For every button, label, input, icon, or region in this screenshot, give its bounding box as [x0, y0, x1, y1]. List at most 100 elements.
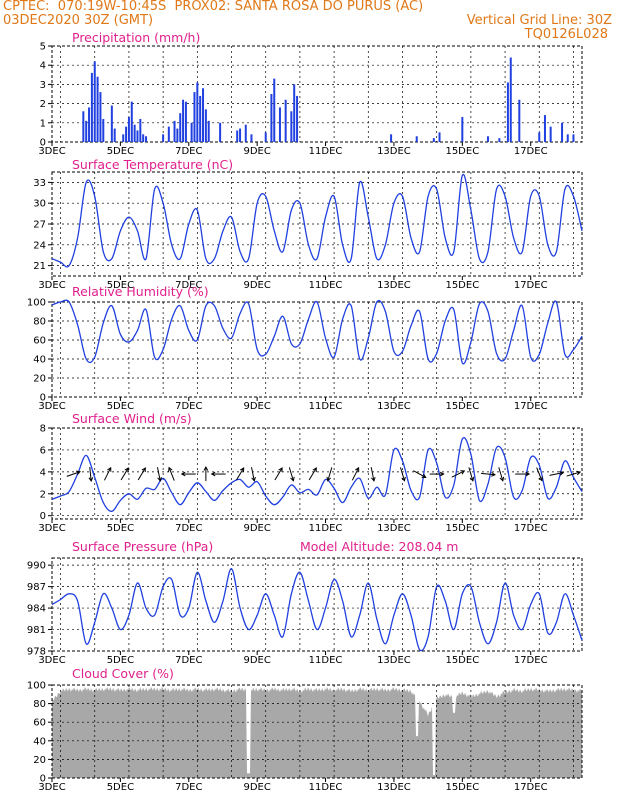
y-tick-label: 1 — [40, 118, 46, 129]
precip-bar — [85, 120, 88, 142]
wind-vector-arrow — [515, 471, 531, 477]
precip-bar — [162, 134, 165, 142]
y-tick-label: 100 — [27, 681, 46, 692]
wind-vector-arrow — [399, 467, 406, 482]
x-tick-label: 7DEC — [175, 401, 202, 412]
precip-bar — [250, 134, 253, 142]
cloud-cover-area — [52, 686, 582, 778]
wind-vector-arrow — [88, 467, 94, 483]
y-tick-label: 6 — [40, 445, 46, 456]
wind-vector-arrow — [288, 467, 295, 482]
humidity-panel: 0 20 40 60 80 100 3DEC 5DEC 7DEC 9DEC 11DEC 13DEC 15… — [27, 284, 583, 412]
x-tick-label: 15DEC — [445, 782, 479, 793]
precip-bar — [88, 107, 91, 142]
x-tick-label: 9DEC — [243, 401, 270, 412]
x-tick-label: 13DEC — [377, 655, 411, 666]
x-tick-label: 13DEC — [377, 146, 411, 157]
x-tick-label: 15DEC — [445, 655, 479, 666]
wind-vector-arrow — [180, 471, 196, 477]
precip-bar — [296, 95, 299, 142]
precip-bar — [549, 126, 552, 142]
precip-bar — [102, 118, 105, 142]
precip-bar — [561, 122, 564, 142]
precip-bar — [190, 122, 193, 142]
precip-bar — [264, 132, 267, 142]
y-tick-label: 33 — [33, 178, 46, 189]
precip-bar — [438, 132, 441, 142]
wind-vector-arrow — [413, 470, 427, 478]
x-tick-label: 5DEC — [107, 782, 134, 793]
y-tick-label: 4 — [40, 467, 46, 478]
wind-vector-arrow — [326, 467, 333, 482]
y-tick-label: 0 — [40, 393, 46, 404]
x-tick-label: 7DEC — [175, 523, 202, 534]
y-tick-label: 20 — [33, 374, 46, 385]
x-tick-label: 15DEC — [445, 523, 479, 534]
precip-bar — [176, 128, 179, 142]
x-tick-label: 11DEC — [309, 280, 343, 291]
precip-bar — [204, 109, 207, 142]
precip-bar — [110, 105, 113, 142]
precip-bar — [244, 124, 247, 142]
y-tick-label: 0 — [40, 774, 46, 785]
y-tick-label: 20 — [33, 755, 46, 766]
pressure-title: Surface Pressure (hPa) — [72, 539, 213, 554]
precip-bar — [461, 117, 464, 142]
wind-vector-arrow — [536, 467, 543, 482]
precip-bar — [82, 111, 85, 142]
wind-vector-arrow — [156, 467, 162, 482]
precip-bar — [133, 124, 136, 142]
wind-vector-arrow — [308, 467, 317, 481]
precip-bar — [219, 122, 222, 142]
x-tick-label: 15DEC — [445, 401, 479, 412]
precip-bar — [199, 95, 202, 142]
precip-title: Precipitation (mm/h) — [72, 30, 200, 45]
y-tick-label: 5 — [40, 42, 46, 53]
x-tick-label: 13DEC — [377, 401, 411, 412]
wind-vector-arrow — [480, 472, 496, 477]
wind-vector-arrow — [103, 466, 112, 481]
wind-vector-arrow — [251, 467, 256, 482]
precip-bar — [139, 118, 142, 142]
x-tick-label: 3DEC — [38, 655, 65, 666]
precip-bar — [390, 134, 393, 142]
precip-bar — [236, 130, 239, 142]
cloud-panel: 0 20 40 60 80 100 3DEC 5DEC 7DEC 9DEC 11DEC 13DEC 15… — [27, 666, 583, 793]
precip-bar — [498, 138, 501, 142]
x-tick-label: 7DEC — [175, 280, 202, 291]
x-tick-label: 17DEC — [514, 655, 548, 666]
y-tick-label: 2 — [40, 99, 46, 110]
x-tick-label: 9DEC — [243, 523, 270, 534]
x-tick-label: 5DEC — [107, 280, 134, 291]
wind-series-line — [51, 437, 583, 512]
x-tick-label: 17DEC — [514, 523, 548, 534]
precip-bar — [179, 113, 182, 142]
wind-vector-arrow — [429, 471, 445, 477]
x-tick-label: 3DEC — [38, 523, 65, 534]
x-tick-label: 5DEC — [107, 401, 134, 412]
x-tick-label: 9DEC — [243, 655, 270, 666]
wind-vector-arrow — [137, 467, 146, 481]
x-tick-label: 11DEC — [309, 655, 343, 666]
wind-vector-arrow — [351, 466, 360, 481]
precip-bar — [113, 128, 116, 142]
y-tick-label: 21 — [33, 261, 46, 272]
y-tick-label: 3 — [40, 80, 46, 91]
grid-note: Vertical Grid Line: 30Z — [466, 13, 612, 28]
x-tick-label: 17DEC — [514, 280, 548, 291]
x-tick-label: 13DEC — [377, 280, 411, 291]
precip-bar — [566, 134, 569, 142]
precip-bar — [184, 101, 187, 142]
x-tick-label: 11DEC — [309, 782, 343, 793]
wind-vector-arrow — [468, 467, 475, 482]
precip-bar — [273, 78, 276, 142]
x-tick-label: 3DEC — [38, 401, 65, 412]
wind-vector-arrow — [549, 471, 565, 476]
precip-bar — [270, 94, 273, 142]
precip-bar — [125, 126, 128, 142]
x-tick-label: 9DEC — [243, 782, 270, 793]
precip-bar — [486, 136, 489, 142]
wind-title: Surface Wind (m/s) — [72, 411, 192, 426]
y-tick-label: 981 — [27, 625, 46, 636]
